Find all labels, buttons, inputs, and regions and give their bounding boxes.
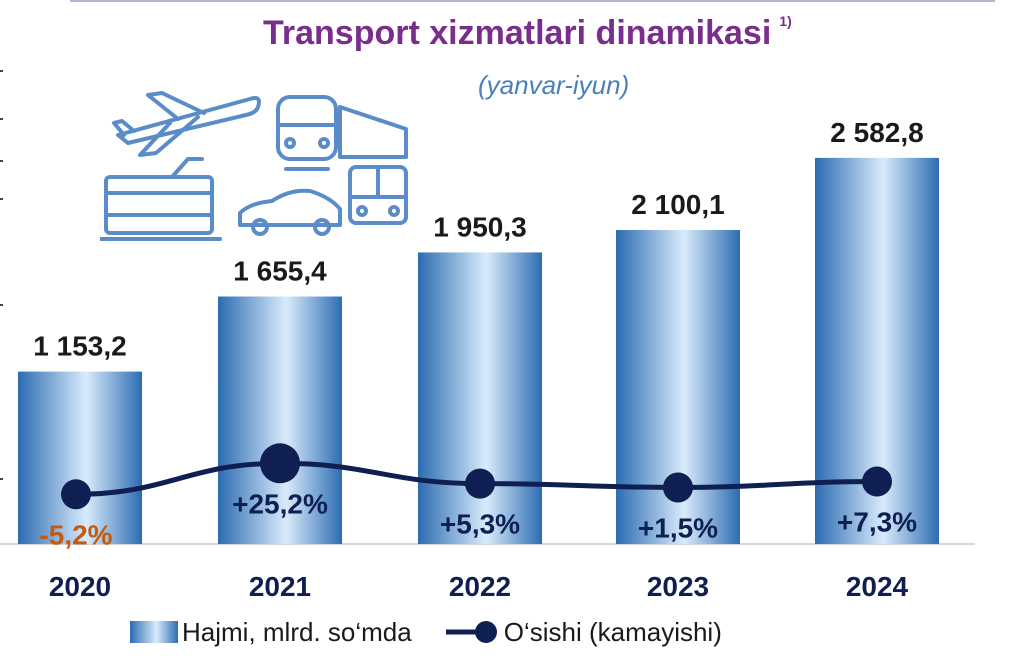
bar-value-label: 1 153,2 <box>33 331 126 362</box>
bar-value-label: 2 100,1 <box>631 189 724 220</box>
axis-tick <box>0 70 3 72</box>
bar-2020 <box>18 371 142 544</box>
growth-marker-2024 <box>862 466 892 497</box>
legend-item-growth: O‘sishi (kamayishi) <box>444 617 722 648</box>
top-rule <box>70 0 995 2</box>
x-tick-label: 2021 <box>249 571 311 602</box>
bar-value-label: 2 582,8 <box>830 117 923 148</box>
bar-2021 <box>218 296 342 544</box>
axis-tick <box>0 478 3 480</box>
growth-value-label: +25,2% <box>232 488 328 519</box>
growth-marker-2021 <box>260 443 300 484</box>
axis-tick <box>0 198 3 200</box>
axis-tick <box>0 160 3 162</box>
transport-icons <box>100 91 408 241</box>
growth-marker-2020 <box>61 479 91 510</box>
tram-icon <box>100 157 222 241</box>
title-footnote-marker: 1) <box>779 13 792 29</box>
x-tick-label: 2023 <box>647 571 709 602</box>
x-tick-label: 2022 <box>449 571 511 602</box>
chart-title: Transport xizmatlari dinamikasi 1) <box>263 13 792 52</box>
bar-value-label: 1 950,3 <box>433 211 526 242</box>
growth-marker-2023 <box>663 472 693 503</box>
legend: Hajmi, mlrd. so‘mda O‘sishi (kamayishi) <box>130 612 754 652</box>
axis-tick <box>0 304 3 306</box>
legend-item-volume: Hajmi, mlrd. so‘mda <box>130 617 412 648</box>
legend-line-marker-icon <box>445 621 497 643</box>
growth-value-label: +5,3% <box>440 509 520 540</box>
legend-label-volume: Hajmi, mlrd. so‘mda <box>182 616 412 647</box>
x-tick-label: 2020 <box>49 571 111 602</box>
car-icon <box>238 188 342 236</box>
bus-icon <box>348 165 408 225</box>
legend-label-growth: O‘sishi (kamayishi) <box>503 616 722 647</box>
airplane-icon <box>112 91 261 157</box>
train-icon <box>276 95 408 171</box>
legend-bar-swatch <box>130 621 178 643</box>
chart-subtitle: (yanvar-iyun) <box>478 70 630 100</box>
growth-marker-2022 <box>465 468 495 499</box>
bar-2022 <box>418 252 542 544</box>
growth-value-label: -5,2% <box>39 519 112 550</box>
x-tick-label: 2024 <box>846 571 909 602</box>
growth-value-label: +1,5% <box>638 512 718 543</box>
growth-value-label: +7,3% <box>837 507 917 538</box>
axis-tick <box>0 118 3 120</box>
bar-value-label: 1 655,4 <box>233 256 327 287</box>
